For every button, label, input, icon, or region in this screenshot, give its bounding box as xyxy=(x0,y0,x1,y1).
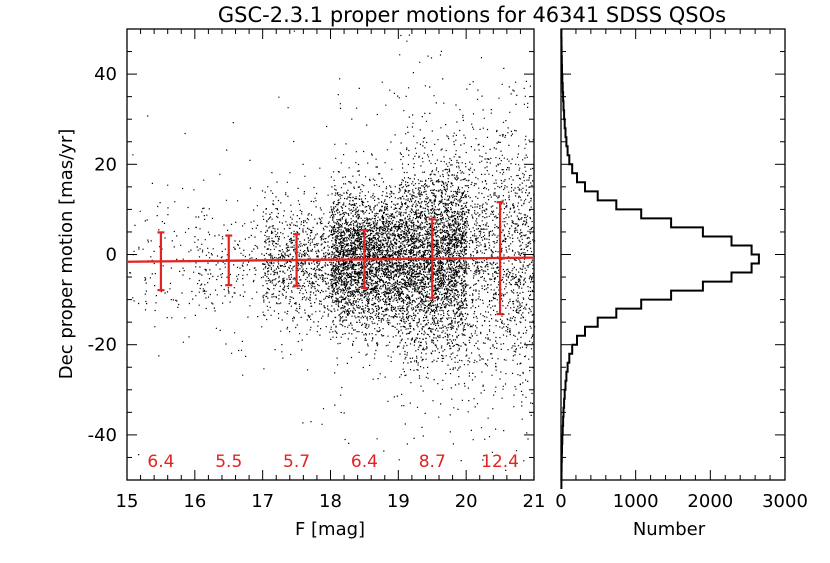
x-tick-label: 16 xyxy=(183,491,206,512)
histogram-x-axis-label: Number xyxy=(633,519,706,540)
sigma-label: 12.4 xyxy=(481,452,519,472)
error-bar xyxy=(225,234,233,287)
y-tick-label: 20 xyxy=(94,154,117,175)
scatter-y-tick-labels: -40 -20 0 20 40 xyxy=(88,64,117,446)
y-tick-label: -20 xyxy=(88,335,117,356)
x-tick-label: 1000 xyxy=(613,491,659,512)
sigma-label: 8.7 xyxy=(419,452,446,472)
y-tick-label: 0 xyxy=(106,245,117,266)
scatter-ticks xyxy=(126,28,535,481)
x-tick-label: 21 xyxy=(523,491,546,512)
scatter-y-axis-label: Dec proper motion [mas/yr] xyxy=(56,129,77,379)
scatter-point xyxy=(129,30,536,478)
error-bars xyxy=(157,201,504,316)
histogram-step xyxy=(560,29,760,489)
histogram-ticks xyxy=(560,28,786,481)
x-tick-label: 18 xyxy=(319,491,342,512)
x-tick-label: 19 xyxy=(387,491,410,512)
scatter-points xyxy=(129,30,536,478)
sigma-label: 6.4 xyxy=(147,452,174,472)
error-bar xyxy=(428,218,436,299)
sigma-label: 6.4 xyxy=(351,452,378,472)
x-tick-label: 15 xyxy=(116,491,139,512)
x-tick-label: 0 xyxy=(555,491,566,512)
y-tick-label: -40 xyxy=(88,425,117,446)
error-bar xyxy=(360,229,368,289)
sigma-labels: 6.4 5.5 5.7 6.4 8.7 12.4 xyxy=(147,452,519,472)
x-tick-label: 2000 xyxy=(687,491,733,512)
x-tick-label: 3000 xyxy=(762,491,808,512)
y-tick-label: 40 xyxy=(94,64,117,85)
sigma-label: 5.7 xyxy=(283,452,310,472)
chart-title: GSC-2.3.1 proper motions for 46341 SDSS … xyxy=(218,3,726,27)
scatter-panel: 6.4 5.5 5.7 6.4 8.7 12.4 15 16 17 18 19 20 21 -40 -2… xyxy=(56,28,546,540)
x-tick-label: 20 xyxy=(455,491,478,512)
error-bar xyxy=(157,231,165,292)
histogram-panel: 0 1000 2000 3000 Number xyxy=(555,28,808,540)
fit-line xyxy=(126,256,535,263)
sigma-label: 5.5 xyxy=(215,452,242,472)
scatter-x-axis-label: F [mag] xyxy=(295,519,365,540)
x-tick-label: 17 xyxy=(251,491,274,512)
scatter-frame xyxy=(126,28,535,481)
error-bar xyxy=(293,233,301,287)
histogram-x-tick-labels: 0 1000 2000 3000 xyxy=(555,491,808,512)
error-bar xyxy=(496,201,504,316)
scatter-x-tick-labels: 15 16 17 18 19 20 21 xyxy=(116,491,546,512)
